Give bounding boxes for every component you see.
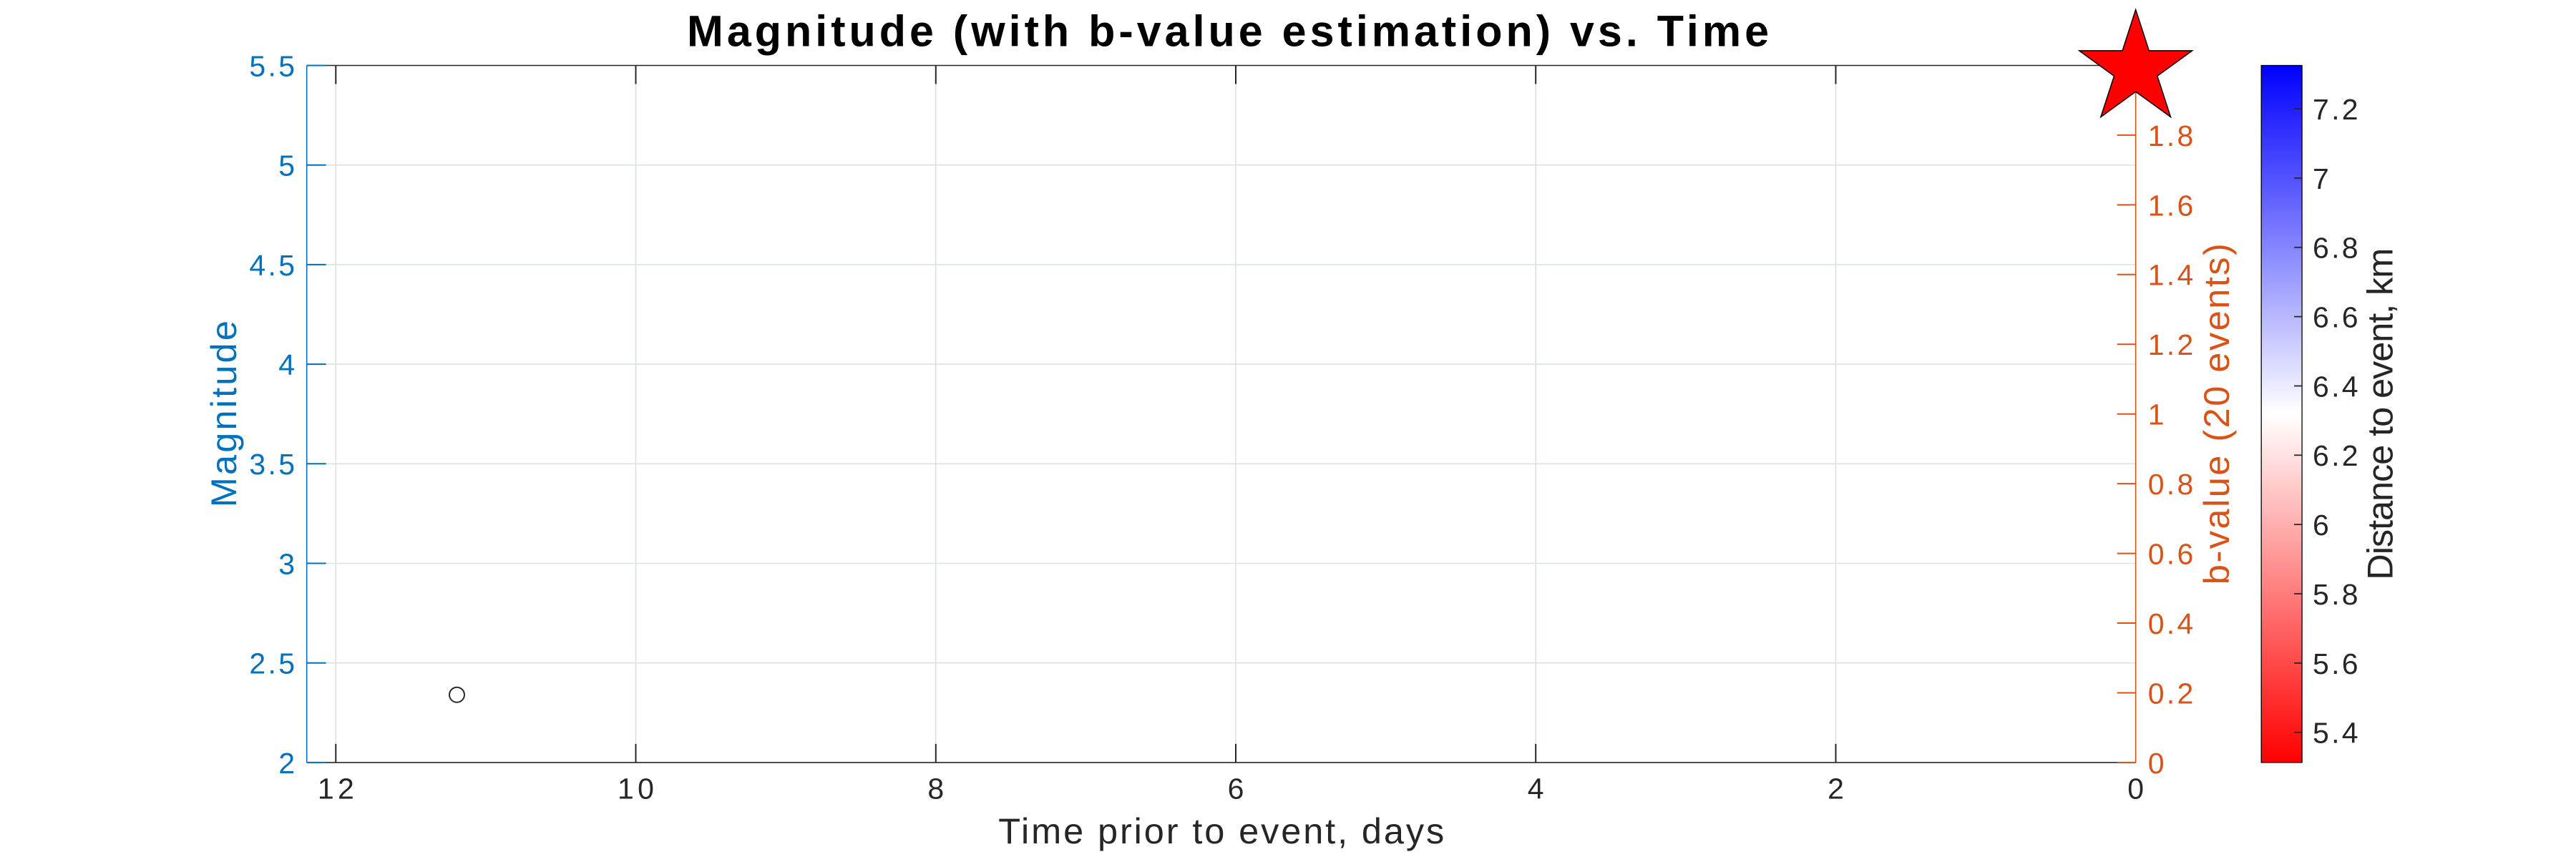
svg-text:8: 8	[927, 773, 944, 805]
svg-text:6.2: 6.2	[2313, 439, 2358, 472]
svg-text:Magnitude (with b-value estima: Magnitude (with b-value estimation) vs. …	[687, 7, 1769, 56]
svg-text:3.5: 3.5	[249, 448, 295, 481]
svg-text:7.2: 7.2	[2313, 93, 2358, 126]
svg-text:1: 1	[2148, 398, 2165, 431]
svg-text:4: 4	[1528, 773, 1544, 805]
svg-text:5.6: 5.6	[2313, 647, 2358, 680]
svg-text:1.2: 1.2	[2148, 328, 2194, 361]
svg-text:7: 7	[2313, 162, 2329, 195]
svg-text:0: 0	[2148, 747, 2165, 780]
svg-text:6.8: 6.8	[2313, 232, 2358, 265]
svg-text:4: 4	[278, 348, 295, 381]
svg-text:6: 6	[2313, 509, 2329, 542]
svg-text:Time prior to event, days: Time prior to event, days	[998, 810, 1444, 851]
svg-text:0.2: 0.2	[2148, 677, 2194, 710]
svg-text:0.8: 0.8	[2148, 468, 2194, 501]
svg-text:2: 2	[1828, 773, 1844, 805]
svg-text:5.5: 5.5	[249, 49, 295, 82]
svg-text:1.6: 1.6	[2148, 189, 2194, 222]
svg-text:3: 3	[278, 547, 295, 580]
svg-text:6.4: 6.4	[2313, 370, 2358, 403]
svg-text:4.5: 4.5	[249, 249, 295, 282]
svg-text:b-value (20 events): b-value (20 events)	[2196, 243, 2237, 584]
svg-text:0: 0	[2127, 773, 2144, 805]
svg-text:Magnitude: Magnitude	[203, 320, 244, 507]
svg-text:6.6: 6.6	[2313, 301, 2358, 334]
svg-text:2.5: 2.5	[249, 647, 295, 680]
svg-text:0.6: 0.6	[2148, 538, 2194, 571]
svg-text:5.8: 5.8	[2313, 578, 2358, 611]
svg-text:5.4: 5.4	[2313, 717, 2358, 750]
svg-text:5: 5	[278, 150, 295, 182]
svg-text:Distance to event, km: Distance to event, km	[2360, 248, 2401, 580]
svg-text:0.4: 0.4	[2148, 607, 2194, 640]
svg-text:1.8: 1.8	[2148, 119, 2194, 152]
svg-text:2: 2	[278, 747, 295, 780]
svg-text:1.4: 1.4	[2148, 259, 2194, 292]
svg-text:6: 6	[1228, 773, 1244, 805]
